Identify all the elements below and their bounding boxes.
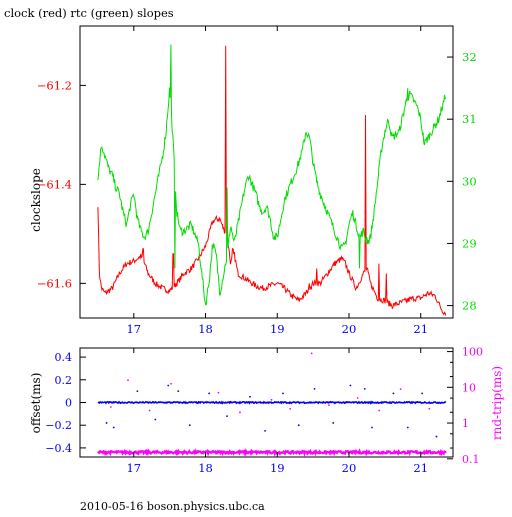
offset-point xyxy=(435,435,438,438)
rndtrip-point xyxy=(289,407,292,410)
offset-point xyxy=(188,424,191,427)
offset-point xyxy=(297,424,300,427)
offset-series-line xyxy=(97,400,447,405)
offset-point xyxy=(349,384,352,387)
offset-point xyxy=(249,395,251,398)
offset-point xyxy=(371,426,373,429)
rndtrip-y-axis-label: rnd-trip(ms) xyxy=(490,366,504,440)
slopes-y2-tick-label: 30 xyxy=(462,174,477,188)
offset-y-tick-label: −0.2 xyxy=(45,419,72,432)
offset-point xyxy=(154,418,157,421)
offset-x-tick-label: 21 xyxy=(413,461,428,475)
offset-point xyxy=(282,392,284,395)
rndtrip-point xyxy=(217,391,220,394)
offset-point xyxy=(136,390,139,393)
slopes-y-axis-label: clockslope xyxy=(29,168,43,232)
offset-point xyxy=(313,387,316,390)
offset-axis-ticks: 17 18 19 20 21 0.4 0.2 0 −0.2 −0.4 100 10 1 0.1 xyxy=(45,346,483,475)
rndtrip-y-tick-label: 10 xyxy=(462,381,476,394)
rndtrip-y-tick-label: 1 xyxy=(462,417,469,430)
offset-y-tick-label: 0.4 xyxy=(55,351,73,364)
offset-x-tick-label: 19 xyxy=(270,461,285,475)
offset-panel: 17 18 19 20 21 0.4 0.2 0 −0.2 −0.4 100 10 1 0.1 offse… xyxy=(29,346,504,475)
offset-point xyxy=(363,387,366,390)
slopes-series-group xyxy=(97,44,447,316)
rndtrip-point xyxy=(127,379,129,382)
offset-point xyxy=(264,429,266,432)
offset-point xyxy=(392,392,395,395)
slopes-y2-tick-label: 28 xyxy=(462,299,477,313)
clock-series-line xyxy=(97,45,447,316)
offset-point xyxy=(167,384,170,387)
rndtrip-point xyxy=(328,404,330,407)
offset-y-axis-label: offset(ms) xyxy=(29,373,43,434)
slopes-plot-frame xyxy=(79,25,454,319)
rndtrip-point xyxy=(356,397,359,399)
slopes-axis-ticks: 17 18 19 20 21 −61.2 −61.4 −61.6 28 29 30 31 32 xyxy=(37,26,477,336)
offset-point xyxy=(332,422,335,424)
rndtrip-point xyxy=(109,406,112,408)
rndtrip-point xyxy=(428,407,431,410)
slopes-x-tick-label: 21 xyxy=(413,322,428,336)
rndtrip-point xyxy=(378,409,381,412)
offset-point xyxy=(208,392,211,395)
rndtrip-point xyxy=(270,398,273,401)
chart-title: clock (red) rtc (green) slopes xyxy=(4,6,174,20)
offset-y-tick-label: −0.4 xyxy=(45,442,72,455)
offset-point xyxy=(177,390,180,393)
offset-point xyxy=(105,422,108,424)
slopes-y2-tick-label: 31 xyxy=(462,112,477,126)
offset-x-tick-label: 18 xyxy=(198,461,213,475)
slopes-x-tick-label: 19 xyxy=(270,322,285,336)
offset-series-group xyxy=(97,352,447,457)
offset-y-tick-label: 0.2 xyxy=(55,374,73,387)
slopes-x-tick-label: 20 xyxy=(342,322,357,336)
slopes-y-tick-label: −61.4 xyxy=(37,177,72,191)
offset-point xyxy=(421,392,424,395)
rndtrip-point xyxy=(170,382,172,385)
offset-point xyxy=(112,426,115,429)
rndtrip-y-tick-label: 0.1 xyxy=(462,453,480,466)
rtc-series-line xyxy=(97,44,447,306)
slopes-y2-tick-label: 32 xyxy=(462,50,477,64)
rndtrip-point xyxy=(239,411,241,414)
rndtrip-point xyxy=(148,409,151,412)
slopes-y-tick-label: −61.6 xyxy=(37,276,72,290)
slopes-y-tick-label: −61.2 xyxy=(37,78,72,92)
rndtrip-series-line xyxy=(97,447,447,457)
footer-caption: 2010-05-16 boson.physics.ubc.ca xyxy=(80,500,265,512)
rndtrip-point xyxy=(399,388,402,390)
slopes-panel: 17 18 19 20 21 −61.2 −61.4 −61.6 28 29 30 31 32 cloc… xyxy=(29,25,477,336)
offset-point xyxy=(406,426,409,429)
slopes-x-tick-label: 18 xyxy=(198,322,213,336)
slopes-y2-tick-label: 29 xyxy=(462,236,477,250)
rndtrip-point xyxy=(310,352,313,355)
slopes-x-tick-label: 17 xyxy=(126,322,141,336)
offset-point xyxy=(226,415,228,418)
offset-x-tick-label: 17 xyxy=(126,461,141,475)
offset-y-tick-label: 0 xyxy=(65,397,72,410)
rndtrip-y-tick-label: 100 xyxy=(462,346,483,359)
offset-x-tick-label: 20 xyxy=(342,461,357,475)
